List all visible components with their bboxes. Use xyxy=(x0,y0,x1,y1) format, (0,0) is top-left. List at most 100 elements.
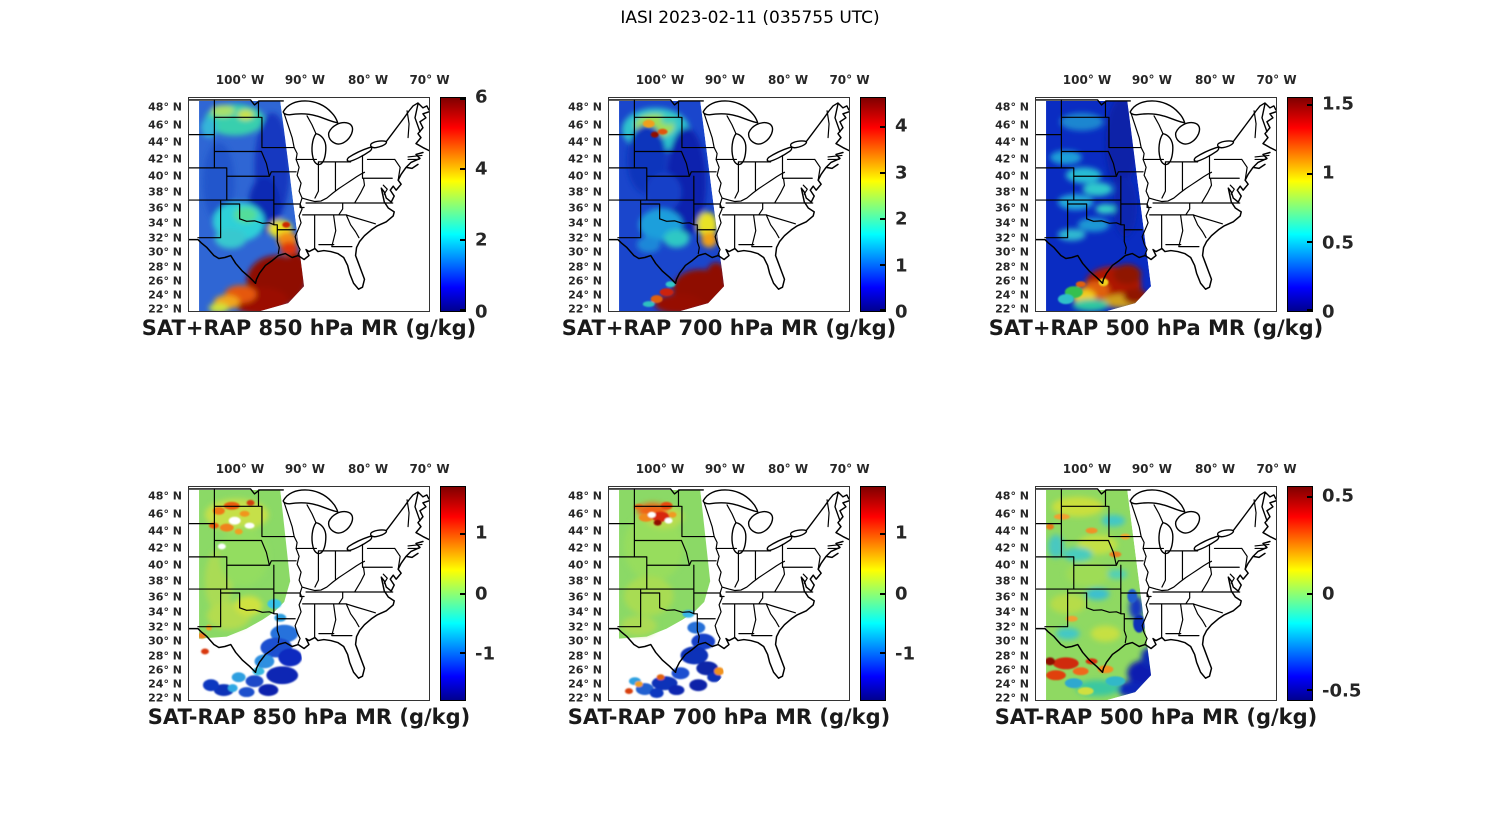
colorbar-tick-label: 0 xyxy=(475,583,488,604)
lat-tick-label: 38° N xyxy=(568,574,602,588)
colorbar-tick xyxy=(880,125,885,128)
lat-tick-label: 48° N xyxy=(568,489,602,503)
colorbar-tick xyxy=(880,532,885,535)
lat-tick-label: 46° N xyxy=(568,118,602,132)
lat-tick-label: 28° N xyxy=(148,649,182,663)
lat-tick-label: 36° N xyxy=(148,590,182,603)
figure-title: IASI 2023-02-11 (035755 UTC) xyxy=(620,8,880,28)
map-panel: 100° W 90° W 80° W 70° W 48° N 46° N 44° N 42°… xyxy=(562,73,908,340)
latitude-axis: 48° N 46° N 44° N 42° N 40° N 38° N 36° N 34° N… xyxy=(977,486,1031,705)
data-swath-map xyxy=(609,99,849,311)
lat-tick-label: 30° N xyxy=(995,634,1029,648)
colorbar-tick-label: 0 xyxy=(895,301,908,323)
lon-tick-label: 90° W xyxy=(1131,462,1172,476)
data-field-blobs xyxy=(201,103,305,311)
lat-tick-label: 22° N xyxy=(568,302,602,316)
lat-tick-label: 46° N xyxy=(148,507,182,521)
lon-tick-label: 100° W xyxy=(1062,73,1112,87)
colorbar-tick-label: 2 xyxy=(895,208,908,230)
map-panel: 100° W 90° W 80° W 70° W 48° N 46° N 44° N 42°… xyxy=(995,462,1362,729)
lat-tick-label: 46° N xyxy=(568,507,602,521)
colorbar-tick xyxy=(1307,592,1312,595)
lat-tick-label: 46° N xyxy=(148,118,182,132)
lat-tick-label: 30° N xyxy=(568,245,602,259)
longitude-axis: 100° W 90° W 80° W 70° W xyxy=(608,70,870,92)
lat-tick-label: 38° N xyxy=(148,574,182,588)
lat-tick-label: 34° N xyxy=(148,605,182,619)
lat-tick-label: 28° N xyxy=(995,260,1029,274)
colorbar-tick-label: 0 xyxy=(475,301,488,323)
colorbar: 0 2 4 6 xyxy=(440,87,530,323)
lat-tick-label: 46° N xyxy=(995,507,1029,521)
lat-tick-label: 26° N xyxy=(148,663,182,677)
data-field-dots xyxy=(624,501,725,699)
data-swath-map xyxy=(189,488,429,698)
colorbar-tick-label: 1 xyxy=(475,522,488,544)
lat-tick-label: 38° N xyxy=(568,185,602,199)
colorbar-tick xyxy=(460,592,465,595)
colorbar: -1 0 1 xyxy=(440,486,530,701)
lat-tick-label: 32° N xyxy=(148,231,182,245)
lon-tick-label: 100° W xyxy=(215,73,265,87)
colorbar-gradient xyxy=(860,486,886,701)
colorbar-tick xyxy=(880,171,885,174)
lat-tick-label: 24° N xyxy=(568,677,602,691)
lat-tick-label: 26° N xyxy=(995,274,1029,288)
lat-tick-label: 44° N xyxy=(148,135,182,149)
lat-tick-label: 42° N xyxy=(995,152,1029,166)
lat-tick-label: 30° N xyxy=(568,634,602,648)
panel-title: SAT+RAP 850 hPa MR (g/kg) xyxy=(141,316,477,340)
lon-tick-label: 80° W xyxy=(1194,73,1236,87)
panel-title: SAT-RAP 700 hPa MR (g/kg) xyxy=(567,705,891,729)
lat-tick-label: 24° N xyxy=(995,288,1029,302)
colorbar: -1 0 1 xyxy=(860,486,950,701)
lat-tick-label: 42° N xyxy=(148,152,182,166)
lon-tick-label: 90° W xyxy=(284,73,325,87)
colorbar-tick xyxy=(1307,495,1312,498)
colorbar-gradient xyxy=(860,97,886,312)
colorbar-tick-label: 3 xyxy=(895,162,908,184)
lat-tick-label: 42° N xyxy=(995,541,1029,555)
lon-tick-label: 90° W xyxy=(704,73,745,87)
lat-tick-label: 28° N xyxy=(995,649,1029,663)
colorbar-tick-label: -0.5 xyxy=(1322,680,1362,702)
lon-tick-label: 80° W xyxy=(347,73,389,87)
lon-tick-label: 70° W xyxy=(409,462,450,476)
colorbar-tick-label: 1 xyxy=(895,522,908,544)
lat-tick-label: 44° N xyxy=(995,524,1029,538)
panel-title: SAT+RAP 700 hPa MR (g/kg) xyxy=(561,316,897,340)
map-plot xyxy=(608,486,850,701)
colorbar-tick-label: 0.5 xyxy=(1322,485,1354,507)
colorbar-tick xyxy=(1307,241,1312,244)
map-plot xyxy=(188,486,430,701)
colorbar-tick-label: 1.5 xyxy=(1322,93,1354,115)
lat-tick-label: 22° N xyxy=(148,302,182,316)
lon-tick-label: 70° W xyxy=(1256,462,1297,476)
lon-tick-label: 100° W xyxy=(635,73,685,87)
latitude-axis: 48° N 46° N 44° N 42° N 40° N 38° N 36° N 34° N… xyxy=(130,97,184,316)
colorbar-tick-label: -1 xyxy=(895,643,915,665)
lat-tick-label: 32° N xyxy=(568,231,602,245)
data-field-dots xyxy=(642,119,676,308)
lat-tick-label: 26° N xyxy=(995,663,1029,677)
colorbar-tick xyxy=(880,592,885,595)
lat-tick-label: 36° N xyxy=(568,590,602,603)
lat-tick-label: 40° N xyxy=(148,558,182,572)
lon-tick-label: 100° W xyxy=(635,462,685,476)
lat-tick-label: 48° N xyxy=(568,100,602,114)
lat-tick-label: 32° N xyxy=(148,620,182,634)
lat-tick-label: 42° N xyxy=(148,541,182,555)
lat-tick-label: 24° N xyxy=(568,288,602,302)
colorbar-tick-label: 0 xyxy=(1322,583,1335,604)
colorbar-gradient xyxy=(1287,486,1313,701)
lat-tick-label: 26° N xyxy=(148,274,182,288)
data-field-dots xyxy=(1057,278,1109,305)
latitude-axis: 48° N 46° N 44° N 42° N 40° N 38° N 36° N 34° N… xyxy=(130,486,184,705)
colorbar-tick-label: 4 xyxy=(475,158,488,180)
colorbar-tick xyxy=(460,239,465,242)
map-panel: 100° W 90° W 80° W 70° W 48° N 46° N 44° N 42°… xyxy=(568,462,915,729)
colorbar-tick xyxy=(460,532,465,535)
colorbar-tick xyxy=(880,217,885,220)
lat-tick-label: 46° N xyxy=(995,118,1029,132)
lon-tick-label: 80° W xyxy=(1194,462,1236,476)
